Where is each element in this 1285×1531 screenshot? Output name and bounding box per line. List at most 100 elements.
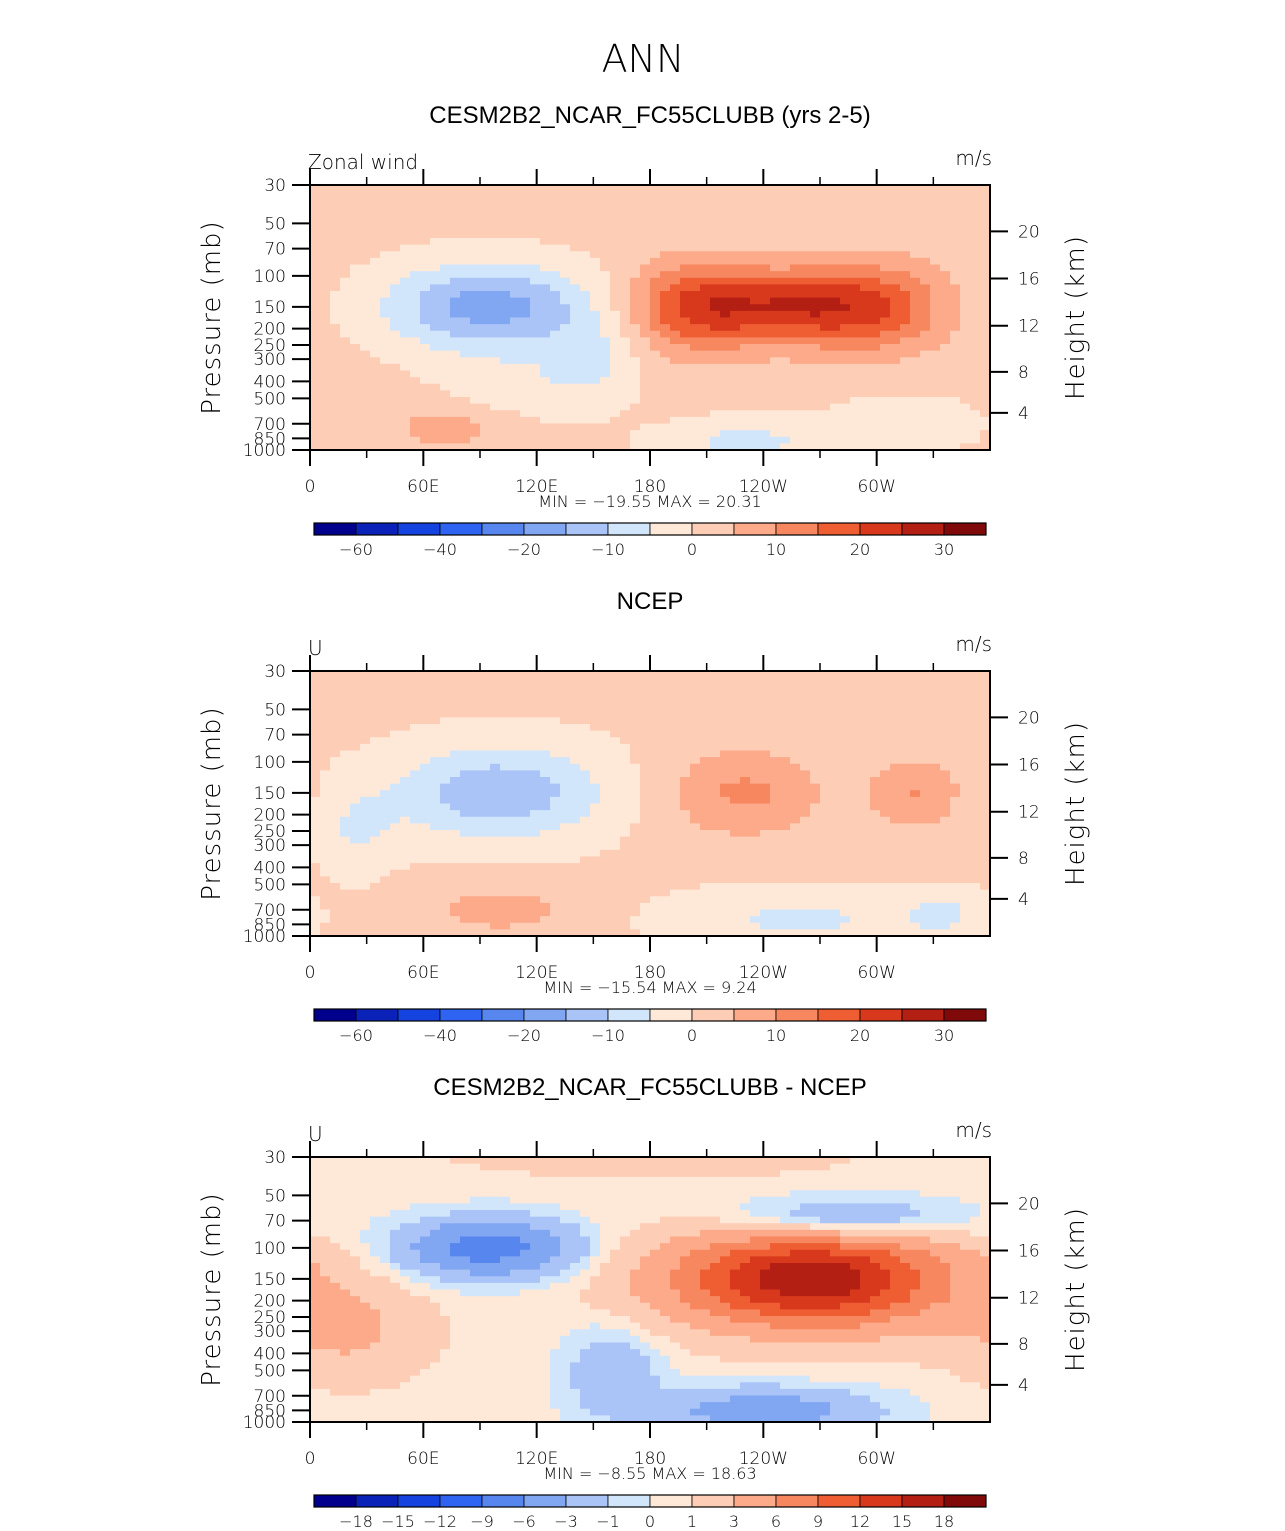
heatmap-cell xyxy=(500,856,511,864)
heatmap-cell xyxy=(590,198,601,206)
heatmap-cell xyxy=(750,410,761,418)
heatmap-cell xyxy=(660,264,671,272)
heatmap-cell xyxy=(520,383,531,391)
heatmap-cell xyxy=(400,883,411,891)
heatmap-cell xyxy=(610,218,621,226)
heatmap-cell xyxy=(760,291,771,299)
heatmap-cell xyxy=(740,284,751,292)
heatmap-cell xyxy=(520,796,531,805)
heatmap-cell xyxy=(350,677,361,685)
heatmap-cell xyxy=(800,264,811,272)
heatmap-cell xyxy=(450,836,461,844)
heatmap-cell xyxy=(520,224,531,232)
heatmap-cell xyxy=(810,344,821,352)
heatmap-cell xyxy=(750,724,761,732)
heatmap-cell xyxy=(560,271,571,279)
heatmap-cell xyxy=(360,743,371,752)
heatmap-cell xyxy=(820,304,831,312)
heatmap-cell xyxy=(650,909,661,917)
heatmap-cell xyxy=(540,264,551,272)
heatmap-cell xyxy=(510,198,521,206)
heatmap-cell xyxy=(330,730,341,738)
heatmap-cell xyxy=(410,783,421,791)
heatmap-cell xyxy=(400,684,411,692)
heatmap-cell xyxy=(550,218,561,226)
heatmap-cell xyxy=(640,291,651,299)
heatmap-cell xyxy=(710,916,721,924)
heatmap-cell xyxy=(700,324,711,332)
heatmap-cell xyxy=(900,191,911,199)
heatmap-cell xyxy=(530,317,541,325)
heatmap-cell xyxy=(550,264,561,272)
heatmap-cell xyxy=(870,297,881,305)
heatmap-cell xyxy=(440,770,451,778)
heatmap-cell xyxy=(370,416,381,425)
heatmap-cell xyxy=(800,730,811,738)
heatmap-cell xyxy=(620,330,631,338)
heatmap-cell xyxy=(640,344,651,352)
heatmap-cell xyxy=(530,849,541,858)
heatmap-cell xyxy=(720,690,731,699)
heatmap-cell xyxy=(870,403,881,411)
heatmap-cell xyxy=(370,704,381,712)
heatmap-cell xyxy=(330,297,341,305)
heatmap-cell xyxy=(440,717,451,725)
heatmap-cell xyxy=(490,856,501,864)
heatmap-cell xyxy=(400,836,411,844)
heatmap-cell xyxy=(750,876,761,884)
heatmap-cell xyxy=(550,724,561,732)
heatmap-cell xyxy=(730,344,741,352)
heatmap-cell xyxy=(400,843,411,851)
heatmap-cell xyxy=(490,816,501,824)
heatmap-cell xyxy=(580,436,591,444)
heatmap-cell xyxy=(580,710,591,718)
heatmap-cell xyxy=(680,704,691,712)
heatmap-cell xyxy=(960,423,971,431)
heatmap-cell xyxy=(830,677,841,685)
heatmap-cell xyxy=(400,277,411,285)
heatmap-cell xyxy=(780,416,791,425)
heatmap-cell xyxy=(430,849,441,858)
heatmap-cell xyxy=(410,869,421,877)
heatmap-cell xyxy=(640,211,651,219)
heatmap-cell xyxy=(390,889,401,897)
heatmap-cell xyxy=(950,185,961,193)
heatmap-cell xyxy=(390,344,401,352)
heatmap-cell xyxy=(360,370,371,378)
heatmap-cell xyxy=(370,304,381,312)
heatmap-cell xyxy=(840,317,851,325)
heatmap-cell xyxy=(320,710,331,718)
heatmap-cell xyxy=(750,816,761,824)
heatmap-cell xyxy=(740,330,751,338)
heatmap-cell xyxy=(970,357,981,365)
heatmap-cell xyxy=(840,198,851,206)
heatmap-cell xyxy=(860,397,871,405)
heatmap-cell xyxy=(660,317,671,325)
heatmap-cell xyxy=(870,224,881,232)
heatmap-cell xyxy=(880,330,891,338)
heatmap-cell xyxy=(530,383,541,391)
heatmap-cell xyxy=(700,704,711,712)
heatmap-cell xyxy=(430,430,441,438)
heatmap-cell xyxy=(830,777,841,785)
heatmap-cell xyxy=(390,284,401,292)
heatmap-cell xyxy=(500,810,511,818)
heatmap-cell xyxy=(480,224,491,232)
heatmap-cell xyxy=(350,231,361,239)
heatmap-cell xyxy=(350,436,361,444)
heatmap-cell xyxy=(370,310,381,319)
heatmap-cell xyxy=(490,377,501,385)
heatmap-cell xyxy=(490,922,501,930)
heatmap-cell xyxy=(610,830,621,838)
heatmap-cell xyxy=(610,397,621,405)
heatmap-cell xyxy=(450,443,461,451)
heatmap-cell xyxy=(880,383,891,391)
heatmap-cell xyxy=(470,244,481,252)
heatmap-cell xyxy=(730,291,741,299)
heatmap-cell xyxy=(550,397,561,405)
heatmap-cell xyxy=(800,737,811,745)
heatmap-cell xyxy=(330,304,341,312)
heatmap-cell xyxy=(420,929,431,937)
heatmap-cell xyxy=(940,423,951,431)
heatmap-cell xyxy=(760,690,771,699)
